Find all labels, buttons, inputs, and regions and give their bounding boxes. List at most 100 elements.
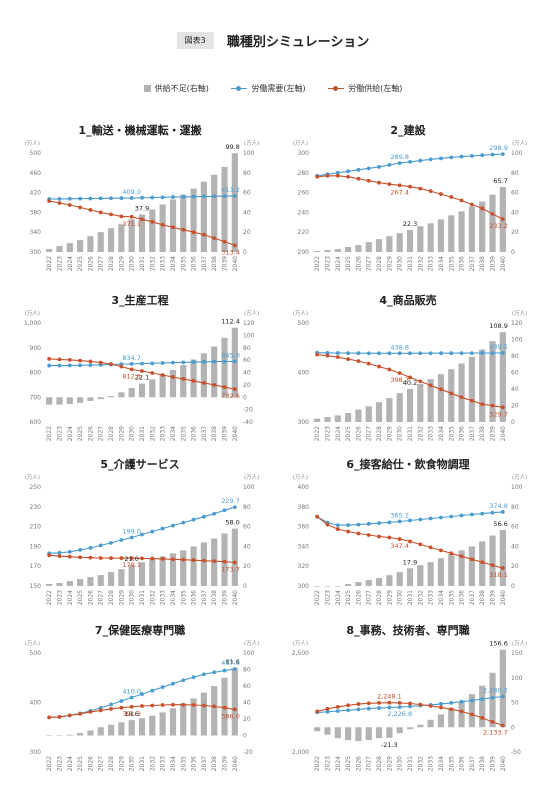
supply-point bbox=[356, 176, 361, 181]
chart-title: 1_輸送・機械運転・運搬 bbox=[78, 123, 201, 137]
supply-data-label: 732.6 bbox=[221, 392, 240, 400]
left-y-tick-label: 300 bbox=[298, 150, 310, 157]
supply-point bbox=[356, 531, 361, 536]
shortage-bar bbox=[190, 546, 197, 586]
x-tick-label: 2037 bbox=[201, 756, 208, 771]
demand-data-label: 438.8 bbox=[390, 343, 409, 351]
demand-point bbox=[98, 196, 103, 201]
supply-data-label: 318.1 bbox=[489, 571, 508, 579]
demand-point bbox=[459, 699, 464, 704]
demand-data-label: 199.0 bbox=[122, 527, 141, 535]
shortage-bar bbox=[77, 579, 84, 586]
x-tick-label: 2035 bbox=[180, 426, 187, 441]
supply-point bbox=[356, 702, 361, 706]
chart-panel: 3_生産工程 (万人) (万人) 600 700 800 900 1,000 -40 -20 0 20… bbox=[24, 293, 259, 441]
shortage-bar bbox=[355, 409, 362, 422]
left-y-tick-label: 220 bbox=[298, 229, 310, 236]
demand-point bbox=[160, 361, 165, 365]
supply-point bbox=[408, 375, 412, 380]
supply-point bbox=[212, 382, 217, 387]
shortage-bar bbox=[138, 383, 146, 398]
left-axis-unit: (万人) bbox=[293, 474, 308, 481]
demand-point bbox=[356, 522, 361, 527]
demand-data-label: 439.5 bbox=[489, 343, 508, 351]
figure-title: 職種別シミュレーション bbox=[226, 35, 370, 50]
demand-point bbox=[119, 699, 124, 703]
shortage-bar bbox=[375, 402, 383, 422]
supply-point bbox=[129, 556, 134, 561]
shortage-data-label: 108.9 bbox=[489, 322, 508, 330]
demand-point bbox=[480, 511, 485, 516]
demand-point bbox=[346, 708, 351, 713]
x-tick-label: 2040 bbox=[232, 256, 239, 271]
supply-point bbox=[335, 355, 340, 360]
supply-point bbox=[428, 545, 433, 550]
shortage-bar bbox=[437, 558, 445, 586]
x-tick-label: 2029 bbox=[386, 426, 393, 441]
right-y-tick-label: 100 bbox=[243, 650, 255, 657]
supply-point bbox=[387, 182, 392, 187]
left-axis-unit: (万人) bbox=[293, 640, 308, 647]
demand-point bbox=[459, 351, 464, 356]
demand-point bbox=[171, 195, 175, 199]
x-tick-label: 2031 bbox=[139, 256, 146, 271]
supply-data-label: 812.5 bbox=[122, 372, 141, 380]
right-axis-unit: (万人) bbox=[244, 140, 259, 147]
right-y-tick-label: 60 bbox=[511, 524, 519, 531]
shortage-bar bbox=[479, 349, 486, 422]
shortage-bar bbox=[437, 219, 445, 252]
x-tick-label: 2022 bbox=[314, 426, 321, 441]
shortage-bar bbox=[56, 246, 63, 252]
shortage-bar bbox=[375, 578, 383, 586]
shortage-bar bbox=[468, 694, 475, 728]
demand-point bbox=[212, 194, 217, 199]
shortage-bar bbox=[355, 245, 362, 252]
right-y-tick-label: 20 bbox=[243, 229, 251, 236]
supply-point bbox=[98, 556, 103, 560]
x-tick-label: 2038 bbox=[211, 756, 218, 771]
supply-point bbox=[47, 553, 52, 558]
shortage-bar bbox=[46, 249, 53, 252]
shortage-bar bbox=[211, 174, 218, 252]
shortage-bar bbox=[468, 546, 475, 586]
left-y-tick-label: 400 bbox=[30, 700, 42, 707]
shortage-bar bbox=[66, 734, 73, 736]
supply-data-label: 233.2 bbox=[489, 222, 508, 230]
demand-point bbox=[480, 351, 485, 355]
shortage-data-label: 81.6 bbox=[225, 658, 239, 666]
right-y-tick-label: -50 bbox=[511, 749, 521, 756]
supply-point bbox=[119, 705, 124, 710]
chart-title: 3_生産工程 bbox=[111, 293, 168, 307]
x-tick-label: 2037 bbox=[201, 426, 208, 441]
x-tick-label: 2036 bbox=[459, 590, 466, 605]
right-y-tick-label: 100 bbox=[511, 150, 523, 157]
shortage-bar bbox=[314, 418, 321, 422]
legend-label-supply: 労働供給(左軸) bbox=[348, 84, 403, 93]
supply-point bbox=[129, 704, 134, 709]
shortage-bar bbox=[314, 251, 321, 252]
shortage-bar bbox=[499, 529, 506, 586]
supply-point bbox=[232, 560, 237, 565]
shortage-bar bbox=[314, 727, 321, 732]
shortage-bar bbox=[66, 581, 73, 586]
right-y-tick-label: 120 bbox=[243, 320, 255, 327]
left-y-tick-label: 600 bbox=[30, 419, 42, 426]
chart-title: 7_保健医療専門職 bbox=[95, 623, 185, 637]
supply-point bbox=[57, 357, 62, 362]
supply-point bbox=[469, 712, 474, 717]
x-tick-label: 2029 bbox=[386, 590, 393, 605]
demand-point bbox=[191, 194, 196, 199]
shortage-bar bbox=[200, 353, 207, 398]
supply-point bbox=[171, 225, 175, 230]
x-tick-label: 2028 bbox=[108, 256, 115, 271]
demand-point bbox=[335, 170, 340, 175]
right-y-tick-label: 0 bbox=[243, 249, 247, 256]
supply-point bbox=[325, 173, 330, 178]
demand-data-label: 410.0 bbox=[122, 688, 141, 696]
left-y-tick-label: 360 bbox=[298, 524, 310, 531]
demand-point bbox=[449, 514, 454, 519]
chart-panel: 4_商品販売(万人) (万人)30040050002040608010012020… bbox=[293, 293, 528, 441]
shortage-bar bbox=[427, 223, 434, 252]
demand-point bbox=[47, 363, 52, 368]
shortage-bar bbox=[499, 332, 506, 422]
